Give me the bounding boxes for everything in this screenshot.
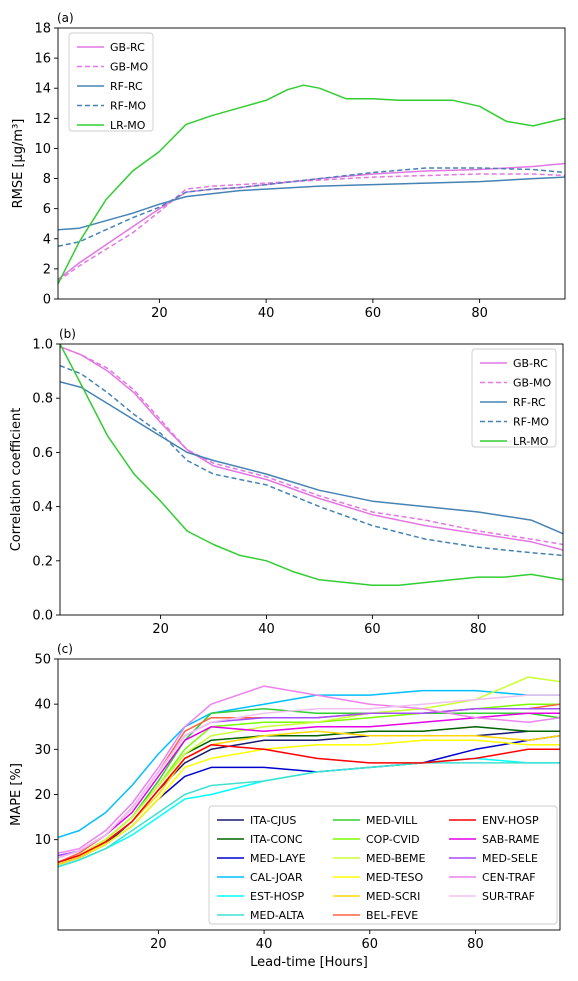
series-line-lr-mo <box>60 344 563 586</box>
series-line-rf-mo <box>58 167 565 248</box>
y-tick-label: 14 <box>34 82 51 97</box>
y-tick-label: 0.2 <box>32 554 53 569</box>
panel-1: 20 40 60 80 0 2 4 6 8 10 12 14 16 18 (a) RMSE [μg/m³] GB… <box>11 11 566 321</box>
y-tick-label: 2 <box>43 262 51 277</box>
y-axis-label: Correlation coefficient <box>9 408 24 552</box>
y-tick-label: 10 <box>34 142 51 157</box>
legend-entry: MED-LAYE <box>250 852 306 865</box>
y-tick-label: 0.6 <box>32 446 53 461</box>
x-tick-label: 20 <box>152 622 169 637</box>
legend-entry: SAB-RAME <box>482 833 539 846</box>
series-line-cen-traf <box>58 685 560 854</box>
legend-entry: ENV-HOSP <box>482 814 539 827</box>
y-tick-label: 30 <box>34 743 51 758</box>
series-line-rf-rc <box>58 176 565 231</box>
legend-entry: COP-CVID <box>366 833 420 846</box>
panel-label: (b) <box>59 327 76 341</box>
legend-entry: EST-HOSP <box>250 890 305 903</box>
legend-entry: RF-MO <box>513 416 549 429</box>
y-tick-label: 10 <box>34 833 51 848</box>
y-tick-label: 40 <box>34 698 51 713</box>
legend-entry: GB-RC <box>110 41 145 54</box>
legend-entry: BEL-FEVE <box>366 909 418 922</box>
legend-entry: MED-ALTA <box>250 909 305 922</box>
panel-label: (c) <box>57 642 73 656</box>
series-line-med-alta <box>58 762 560 868</box>
legend-box <box>208 805 558 925</box>
legend-entry: ITA-CONC <box>250 833 303 846</box>
legend: GB-RC GB-MO RF-RC RF-MO LR-MO <box>68 32 154 132</box>
y-tick-label: 50 <box>34 653 51 668</box>
x-tick-label: 60 <box>365 306 382 321</box>
series-group <box>58 676 560 868</box>
x-tick-label: 80 <box>467 937 484 952</box>
x-axis-label: Lead-time [Hours] <box>250 955 368 970</box>
legend-entry: MED-BEME <box>366 852 425 865</box>
x-tick-label: 60 <box>361 937 378 952</box>
legend-entry: SUR-TRAF <box>482 890 535 903</box>
panel-label: (a) <box>57 11 74 25</box>
legend-entry: GB-MO <box>110 61 149 74</box>
legend-entry: MED-SELE <box>482 852 538 865</box>
series-group <box>58 84 565 285</box>
legend-entry: RF-RC <box>513 396 546 409</box>
panel-2: 20 40 60 80 0.0 0.2 0.4 0.6 0.8 1.0 (b) Correlation… <box>9 327 564 637</box>
y-tick-label: 0.0 <box>32 609 53 624</box>
y-tick-label: 4 <box>43 232 51 247</box>
y-tick-label: 0.8 <box>32 392 53 407</box>
legend-entry: MED-VILL <box>366 814 418 827</box>
legend-entry: CAL-JOAR <box>250 871 303 884</box>
x-tick-label: 40 <box>256 937 273 952</box>
series-line-env-hosp <box>58 744 560 864</box>
y-tick-label: 16 <box>34 52 51 67</box>
axes-frame <box>59 343 564 616</box>
y-tick-label: 18 <box>34 22 51 37</box>
legend: GB-RC GB-MO RF-RC RF-MO LR-MO <box>471 348 557 448</box>
legend-entry: GB-RC <box>513 357 548 370</box>
legend-entry: CEN-TRAF <box>482 871 536 884</box>
legend-entry: LR-MO <box>513 435 549 448</box>
x-tick-label: 40 <box>258 306 275 321</box>
series-line-gb-mo <box>58 173 565 282</box>
y-tick-label: 20 <box>34 788 51 803</box>
x-tick-label: 20 <box>150 937 167 952</box>
legend: ITA-CJUS ITA-CONC MED-LAYE CAL-JOAR EST-HOSP… <box>208 805 558 925</box>
series-line-gb-rc <box>60 345 563 551</box>
legend-entry: RF-MO <box>110 100 146 113</box>
x-tick-label: 80 <box>471 306 488 321</box>
legend-entry: MED-TESO <box>366 871 424 884</box>
y-tick-label: 0 <box>43 293 51 308</box>
series-line-gb-mo <box>60 345 563 546</box>
series-group <box>60 344 563 586</box>
legend-entry: RF-RC <box>110 80 143 93</box>
series-line-cal-joar <box>58 689 560 839</box>
legend-entry: ITA-CJUS <box>250 814 296 827</box>
series-line-lr-mo <box>58 84 565 285</box>
x-tick-label: 80 <box>470 622 487 637</box>
y-tick-label: 6 <box>43 202 51 217</box>
y-axis-label: MAPE [%] <box>9 763 24 826</box>
y-tick-label: 8 <box>43 172 51 187</box>
x-tick-label: 20 <box>151 306 168 321</box>
axes-frame <box>57 27 566 300</box>
series-line-sur-traf <box>58 694 560 859</box>
x-tick-label: 40 <box>258 622 275 637</box>
series-line-rf-mo <box>60 364 563 557</box>
y-tick-label: 1.0 <box>32 338 53 353</box>
x-tick-label: 60 <box>364 622 381 637</box>
legend-entry: GB-MO <box>513 377 552 390</box>
y-tick-label: 0.4 <box>32 500 53 515</box>
legend-entry: LR-MO <box>110 119 146 132</box>
series-line-med-teso <box>58 739 560 866</box>
series-line-rf-rc <box>60 381 563 535</box>
panel-3: 20 40 60 80 10 20 30 40 50 (c) MAPE [%] Lead-time [… <box>9 642 561 970</box>
legend-box <box>471 348 557 448</box>
legend-entry: MED-SCRI <box>366 890 420 903</box>
y-axis-label: RMSE [μg/m³] <box>11 119 26 209</box>
legend-box <box>68 32 154 132</box>
y-tick-label: 12 <box>34 112 51 127</box>
